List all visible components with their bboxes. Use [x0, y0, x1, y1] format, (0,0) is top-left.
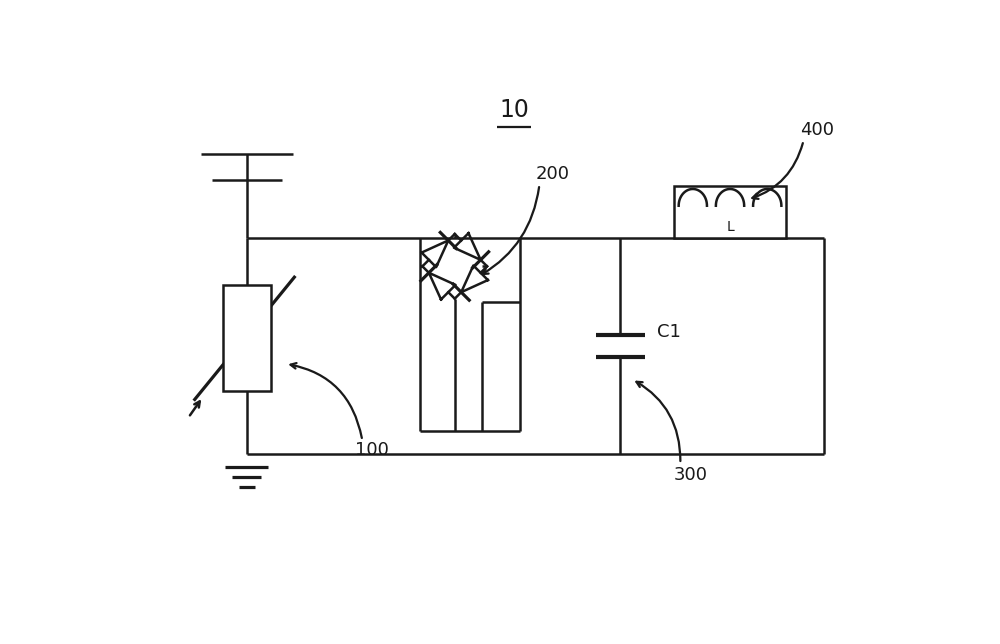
- Bar: [674, 186, 786, 238]
- Text: C1: C1: [657, 323, 681, 341]
- Text: 10: 10: [499, 98, 529, 122]
- Text: 400: 400: [800, 120, 834, 138]
- Text: 200: 200: [536, 166, 570, 184]
- Text: 300: 300: [674, 466, 708, 484]
- Text: L: L: [726, 220, 734, 234]
- Bar: [223, 285, 271, 392]
- Text: 100: 100: [355, 441, 389, 459]
